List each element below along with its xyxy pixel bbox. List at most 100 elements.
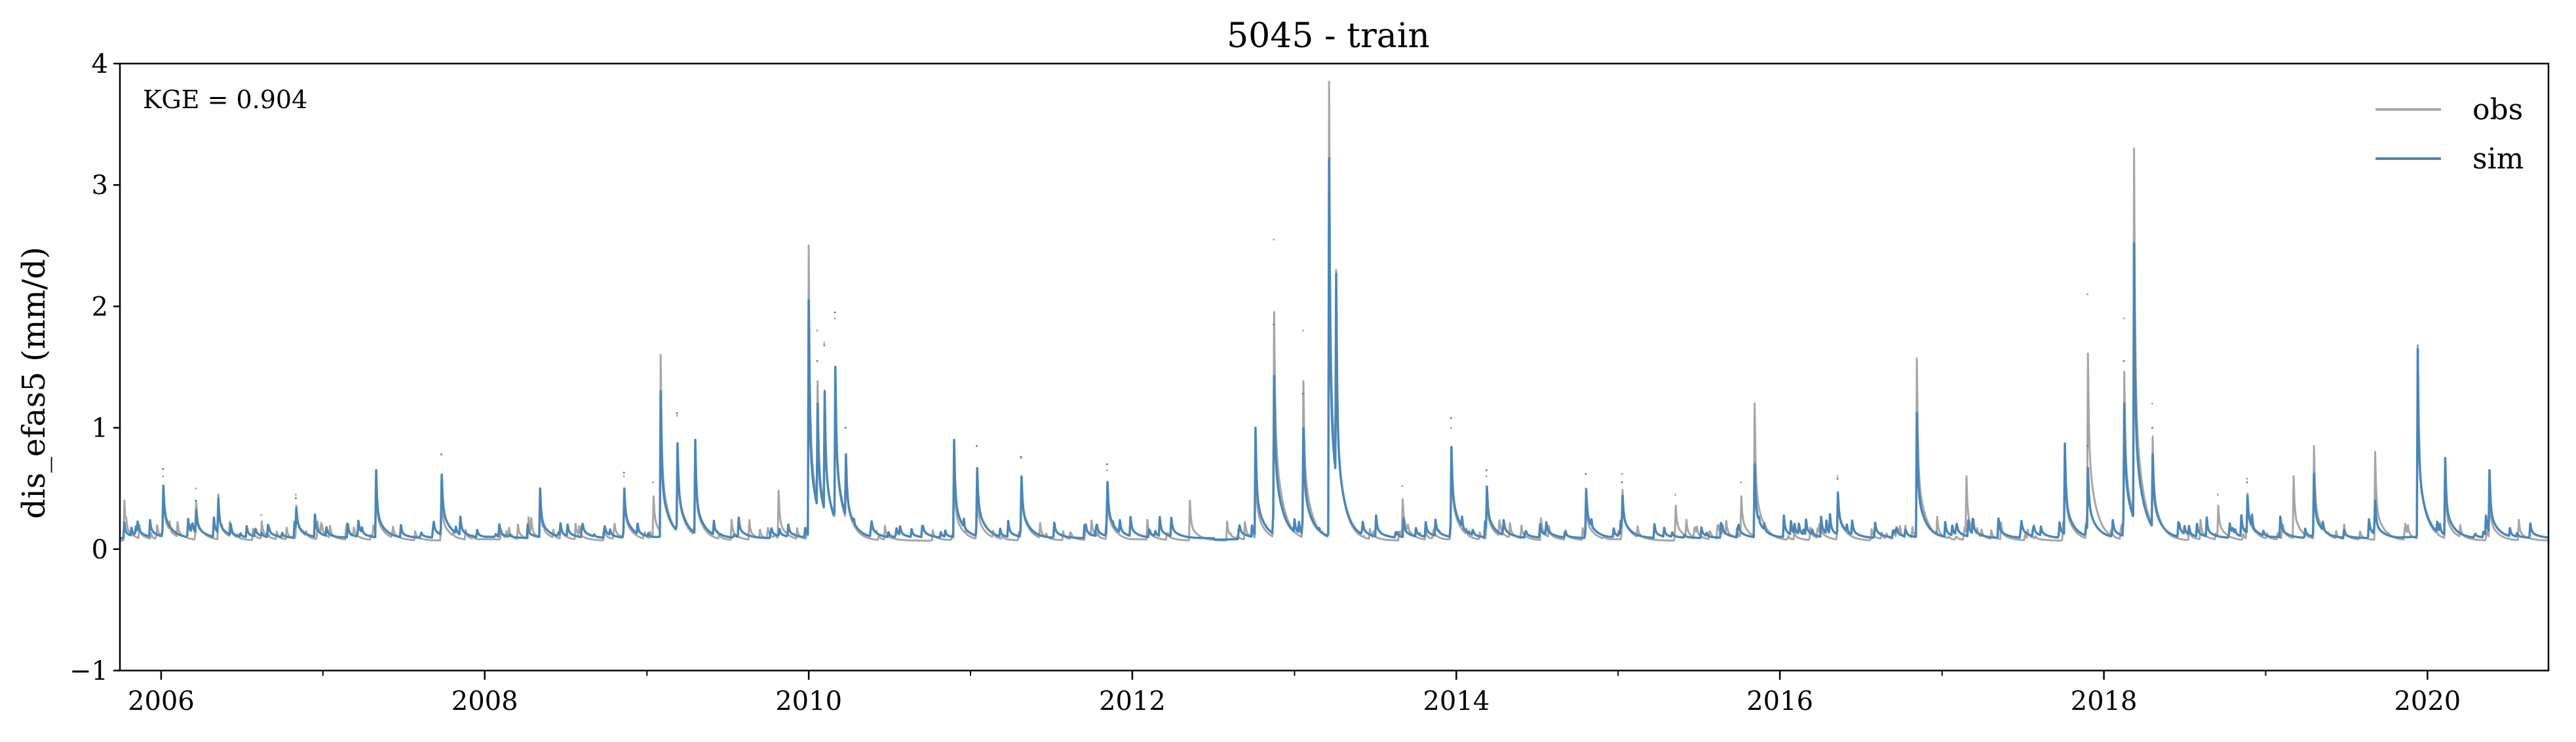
data-point-sim (807, 299, 810, 302)
data-point-sim (953, 439, 955, 441)
x-tick-label: 2018 (2071, 686, 2138, 716)
kge-annotation: KGE = 0.904 (143, 85, 307, 114)
data-point-obs (1273, 239, 1275, 241)
data-point-sim (659, 390, 662, 393)
data-point-obs (659, 354, 662, 356)
data-point-sim (2151, 427, 2153, 429)
y-tick-label: 0 (92, 535, 108, 565)
data-point-obs (1485, 475, 1488, 478)
data-point-sim (2123, 360, 2125, 362)
data-point-obs (1740, 481, 1742, 484)
data-point-sim (123, 521, 126, 524)
data-point-sim (1105, 463, 1108, 465)
data-point-obs (2292, 475, 2295, 478)
data-point-sim (1254, 427, 1257, 429)
data-point-sim (440, 453, 442, 456)
data-point-obs (2133, 147, 2136, 150)
data-point-sim (2133, 242, 2136, 244)
data-point-obs (1965, 475, 1968, 478)
data-point-sim (295, 497, 297, 499)
data-point-obs (834, 317, 836, 320)
y-axis-label: dis_efas5 (mm/d) (16, 246, 52, 518)
x-tick-label: 2016 (1746, 686, 1813, 716)
y-tick-label: 1 (92, 414, 108, 444)
data-point-obs (1915, 357, 1918, 360)
data-point-obs (676, 414, 678, 417)
data-point-sim (2064, 442, 2066, 445)
data-point-sim (1020, 456, 1022, 458)
data-point-sim (2086, 444, 2088, 447)
data-point-sim (1836, 477, 1839, 480)
legend: obs sim (2375, 93, 2524, 176)
data-point-sim (816, 360, 818, 362)
data-point-obs (2374, 451, 2376, 454)
data-point-obs (2417, 344, 2419, 347)
x-tick-label: 2012 (1099, 686, 1166, 716)
data-point-sim (1585, 473, 1587, 475)
data-point-obs (123, 499, 126, 502)
data-point-sim (2488, 469, 2491, 471)
data-point-obs (1335, 269, 1337, 271)
data-point-obs (777, 490, 780, 492)
axes-layer: −1 0 1 2 3 4 2006 2008 2010 2012 2014 2016 2018 2020 (69, 49, 2461, 716)
data-point-obs (260, 514, 263, 517)
data-point-obs (195, 487, 197, 490)
data-point-obs (1754, 402, 1756, 405)
data-point-sim (1754, 463, 1756, 465)
data-point-obs (652, 481, 655, 484)
data-point-sim (217, 497, 220, 499)
data-point-sim (2374, 499, 2376, 502)
data-point-sim (162, 468, 164, 471)
y-tick-label: 2 (92, 292, 108, 322)
data-point-sim (375, 469, 377, 471)
data-point-obs (1674, 494, 1676, 496)
series-line-sim (119, 157, 2548, 541)
data-point-sim (694, 439, 697, 441)
data-point-sim (1485, 469, 1488, 471)
data-point-sim (834, 311, 836, 314)
x-tick-label: 2014 (1423, 686, 1490, 716)
legend-obs-label: obs (2472, 93, 2523, 127)
data-point-sim (1335, 272, 1337, 275)
data-point-obs (1621, 473, 1623, 475)
x-tick-label: 2010 (775, 686, 842, 716)
data-point-obs (2313, 444, 2315, 447)
data-point-sim (844, 427, 847, 429)
data-point-obs (295, 494, 297, 496)
data-point-sim (2313, 473, 2315, 475)
data-point-obs (2151, 402, 2153, 405)
data-point-sim (1301, 393, 1304, 395)
series-points-sim (123, 157, 2491, 524)
y-tick-label: −1 (69, 656, 108, 686)
data-point-obs (1328, 81, 1330, 83)
series-layer (119, 81, 2548, 542)
data-point-sim (1273, 323, 1275, 326)
x-tick-label: 2020 (2394, 686, 2461, 716)
data-point-sim (823, 344, 826, 347)
data-point-sim (2246, 481, 2248, 484)
data-point-obs (162, 475, 164, 478)
chart-title: 5045 - train (1227, 16, 1430, 56)
data-point-obs (1105, 469, 1108, 471)
data-point-sim (195, 499, 197, 502)
legend-sim-label: sim (2472, 142, 2524, 176)
data-point-sim (976, 444, 978, 447)
data-point-obs (623, 475, 625, 478)
data-point-sim (1915, 412, 1918, 414)
x-tick-label: 2006 (128, 686, 195, 716)
y-tick-label: 3 (92, 170, 108, 201)
data-point-obs (2086, 293, 2088, 296)
data-point-obs (2216, 494, 2219, 496)
data-point-obs (2246, 477, 2248, 480)
data-point-sim (1450, 417, 1452, 420)
data-point-obs (816, 329, 818, 332)
data-point-sim (2444, 457, 2446, 459)
data-point-obs (217, 494, 220, 496)
data-point-obs (807, 244, 810, 247)
data-point-sim (539, 487, 541, 490)
data-point-obs (2123, 317, 2125, 320)
data-point-obs (1301, 329, 1304, 332)
data-point-obs (1450, 427, 1452, 429)
data-point-obs (1836, 475, 1839, 478)
